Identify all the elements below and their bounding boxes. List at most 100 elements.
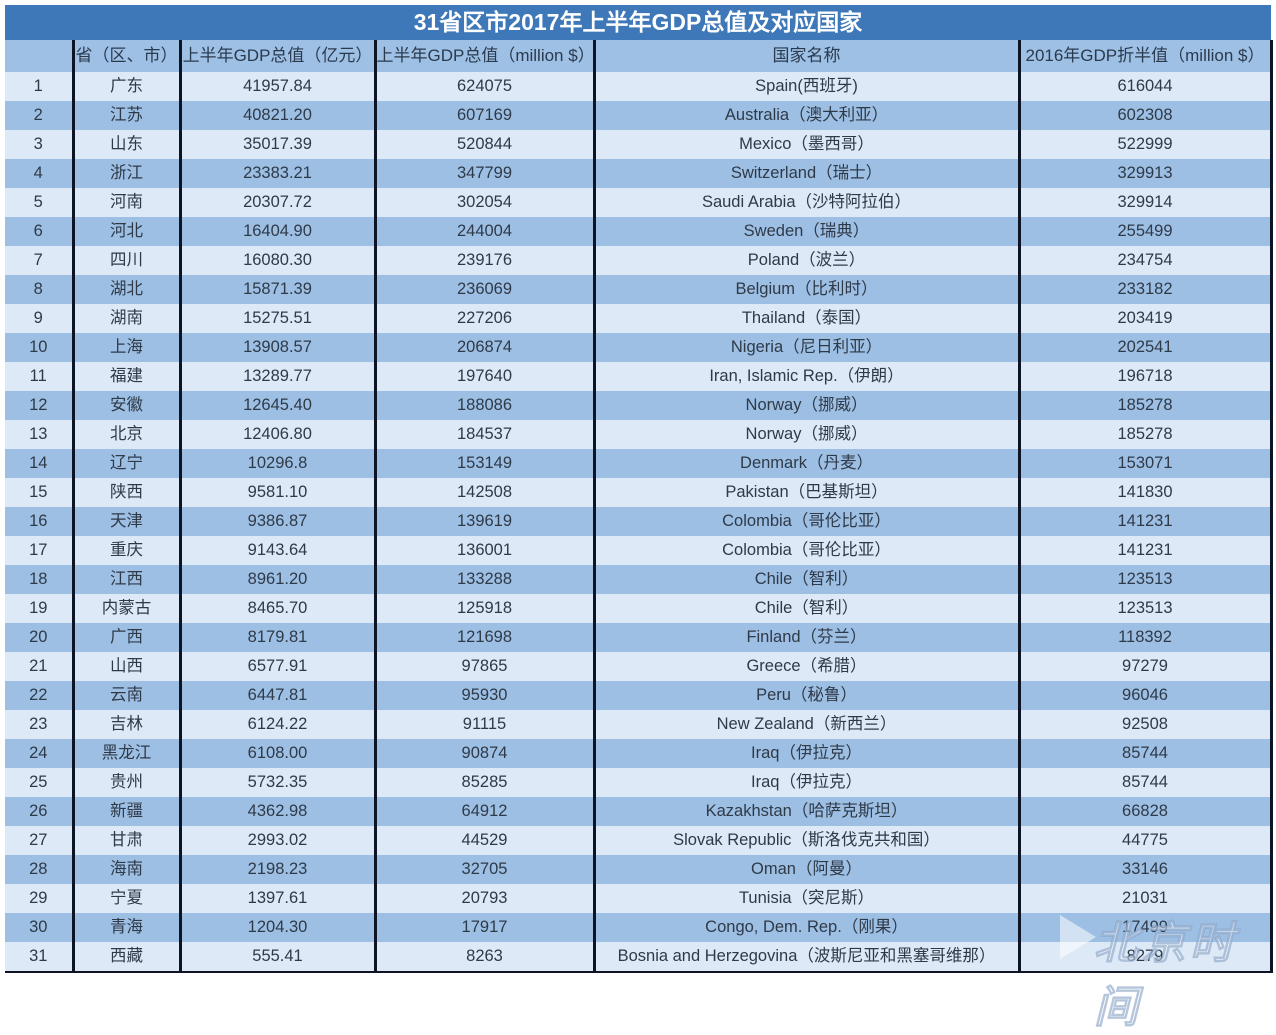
cell-province: 贵州 bbox=[71, 768, 180, 797]
cell-province: 陕西 bbox=[71, 478, 180, 507]
cell-province: 内蒙古 bbox=[71, 594, 180, 623]
cell-gdp-cny: 12406.80 bbox=[178, 420, 375, 449]
cell-rank: 1 bbox=[33, 77, 43, 95]
header-gdp-cny: 上半年GDP总值（亿元） bbox=[178, 40, 375, 72]
table-row: 9 湖南 15275.51 227206 Thailand（泰国） 203419 bbox=[5, 304, 1273, 333]
cell-country: Iraq（伊拉克） bbox=[592, 768, 1019, 797]
header-province: 省（区、市） bbox=[71, 40, 180, 72]
cell-country: Oman（阿曼） bbox=[592, 855, 1019, 884]
cell-gdp-cny: 16404.90 bbox=[178, 217, 375, 246]
header-rank bbox=[5, 40, 73, 72]
cell-country: Finland（芬兰） bbox=[592, 623, 1019, 652]
cell-gdp-cny: 13289.77 bbox=[178, 362, 375, 391]
cell-gdp-cny: 9386.87 bbox=[178, 507, 375, 536]
cell-gdp-2016-half: 141231 bbox=[1017, 536, 1273, 565]
cell-gdp-cny: 9143.64 bbox=[178, 536, 375, 565]
cell-gdp-cny: 35017.39 bbox=[178, 130, 375, 159]
cell-gdp-cny: 4362.98 bbox=[178, 797, 375, 826]
cell-rank: 26 bbox=[29, 802, 48, 820]
table-row: 23 吉林 6124.22 91115 New Zealand（新西兰） 92508 bbox=[5, 710, 1273, 739]
table-row: 12 安徽 12645.40 188086 Norway（挪威） 185278 bbox=[5, 391, 1273, 420]
table-row: 17 重庆 9143.64 136001 Colombia（哥伦比亚） 141231 bbox=[5, 536, 1273, 565]
cell-country: Greece（希腊） bbox=[592, 652, 1019, 681]
cell-gdp-2016-half: 329914 bbox=[1017, 188, 1273, 217]
cell-gdp-usd: 85285 bbox=[373, 768, 594, 797]
cell-gdp-usd: 20793 bbox=[373, 884, 594, 913]
cell-country: Iraq（伊拉克） bbox=[592, 739, 1019, 768]
table-row: 2 江苏 40821.20 607169 Australia（澳大利亚） 602308 bbox=[5, 101, 1273, 130]
cell-gdp-cny: 20307.72 bbox=[178, 188, 375, 217]
cell-gdp-cny: 15275.51 bbox=[178, 304, 375, 333]
cell-gdp-2016-half: 234754 bbox=[1017, 246, 1273, 275]
cell-gdp-2016-half: 185278 bbox=[1017, 391, 1273, 420]
cell-gdp-2016-half: 21031 bbox=[1017, 884, 1273, 913]
cell-rank: 25 bbox=[29, 773, 48, 791]
cell-gdp-2016-half: 33146 bbox=[1017, 855, 1273, 884]
cell-province: 河南 bbox=[71, 188, 180, 217]
cell-gdp-usd: 90874 bbox=[373, 739, 594, 768]
cell-gdp-cny: 41957.84 bbox=[178, 72, 375, 101]
cell-rank: 24 bbox=[29, 744, 48, 762]
cell-country: Norway（挪威） bbox=[592, 420, 1019, 449]
table-row: 10 上海 13908.57 206874 Nigeria（尼日利亚） 202541 bbox=[5, 333, 1273, 362]
cell-gdp-cny: 9581.10 bbox=[178, 478, 375, 507]
cell-gdp-usd: 624075 bbox=[373, 72, 594, 101]
cell-province: 重庆 bbox=[71, 536, 180, 565]
table-row: 4 浙江 23383.21 347799 Switzerland（瑞士） 329913 bbox=[5, 159, 1273, 188]
cell-rank: 5 bbox=[33, 193, 43, 211]
cell-country: Pakistan（巴基斯坦） bbox=[592, 478, 1019, 507]
gdp-table-sheet: 31省区市2017年上半年GDP总值及对应国家 省（区、市） 上半年GDP总值（… bbox=[5, 5, 1273, 973]
cell-gdp-usd: 125918 bbox=[373, 594, 594, 623]
cell-gdp-2016-half: 522999 bbox=[1017, 130, 1273, 159]
cell-gdp-2016-half: 153071 bbox=[1017, 449, 1273, 478]
cell-gdp-2016-half: 141830 bbox=[1017, 478, 1273, 507]
cell-gdp-usd: 133288 bbox=[373, 565, 594, 594]
table-row: 24 黑龙江 6108.00 90874 Iraq（伊拉克） 85744 bbox=[5, 739, 1273, 768]
cell-rank: 7 bbox=[33, 251, 43, 269]
table-row: 7 四川 16080.30 239176 Poland（波兰） 234754 bbox=[5, 246, 1273, 275]
cell-gdp-2016-half: 96046 bbox=[1017, 681, 1273, 710]
cell-gdp-usd: 607169 bbox=[373, 101, 594, 130]
cell-gdp-usd: 520844 bbox=[373, 130, 594, 159]
cell-province: 北京 bbox=[71, 420, 180, 449]
cell-gdp-usd: 97865 bbox=[373, 652, 594, 681]
cell-province: 山西 bbox=[71, 652, 180, 681]
cell-province: 广东 bbox=[71, 72, 180, 101]
cell-gdp-cny: 6108.00 bbox=[178, 739, 375, 768]
cell-gdp-2016-half: 118392 bbox=[1017, 623, 1273, 652]
cell-province: 河北 bbox=[71, 217, 180, 246]
cell-country: Chile（智利） bbox=[592, 565, 1019, 594]
cell-gdp-usd: 184537 bbox=[373, 420, 594, 449]
cell-gdp-usd: 139619 bbox=[373, 507, 594, 536]
cell-province: 山东 bbox=[71, 130, 180, 159]
cell-rank: 27 bbox=[29, 831, 48, 849]
cell-gdp-cny: 1397.61 bbox=[178, 884, 375, 913]
cell-province: 海南 bbox=[71, 855, 180, 884]
table-row: 22 云南 6447.81 95930 Peru（秘鲁） 96046 bbox=[5, 681, 1273, 710]
cell-province: 天津 bbox=[71, 507, 180, 536]
cell-gdp-cny: 13908.57 bbox=[178, 333, 375, 362]
table-row: 18 江西 8961.20 133288 Chile（智利） 123513 bbox=[5, 565, 1273, 594]
cell-gdp-usd: 197640 bbox=[373, 362, 594, 391]
cell-country: Switzerland（瑞士） bbox=[592, 159, 1019, 188]
cell-gdp-usd: 347799 bbox=[373, 159, 594, 188]
cell-country: Norway（挪威） bbox=[592, 391, 1019, 420]
table-row: 16 天津 9386.87 139619 Colombia（哥伦比亚） 141231 bbox=[5, 507, 1273, 536]
cell-gdp-cny: 1204.30 bbox=[178, 913, 375, 942]
cell-gdp-2016-half: 616044 bbox=[1017, 72, 1273, 101]
cell-province: 湖北 bbox=[71, 275, 180, 304]
cell-gdp-2016-half: 123513 bbox=[1017, 594, 1273, 623]
cell-province: 上海 bbox=[71, 333, 180, 362]
cell-rank: 14 bbox=[29, 454, 48, 472]
cell-province: 西藏 bbox=[71, 942, 180, 973]
cell-country: Peru（秘鲁） bbox=[592, 681, 1019, 710]
table-row: 27 甘肃 2993.02 44529 Slovak Republic（斯洛伐克共和国）… bbox=[5, 826, 1273, 855]
cell-rank: 29 bbox=[29, 889, 48, 907]
cell-rank: 18 bbox=[29, 570, 48, 588]
cell-rank: 11 bbox=[29, 367, 47, 385]
cell-rank: 9 bbox=[33, 309, 43, 327]
cell-rank: 17 bbox=[29, 541, 48, 559]
cell-country: Poland（波兰） bbox=[592, 246, 1019, 275]
cell-province: 安徽 bbox=[71, 391, 180, 420]
cell-gdp-cny: 555.41 bbox=[178, 942, 375, 973]
